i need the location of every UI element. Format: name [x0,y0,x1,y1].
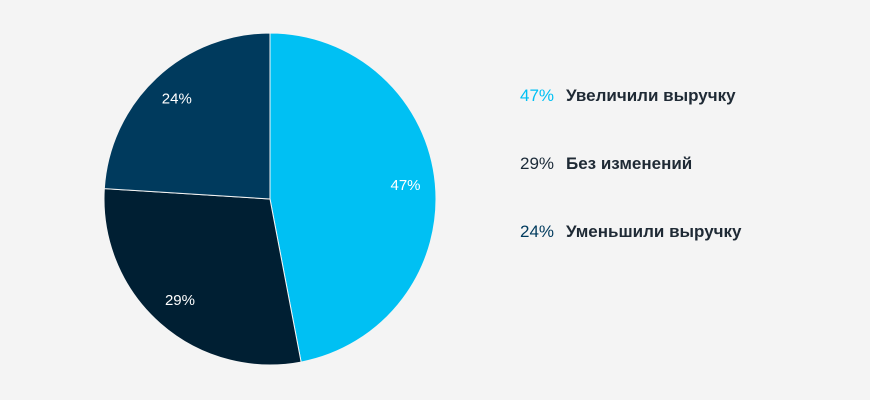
legend-pct-unchanged: 29% [520,154,555,173]
legend-label-decreased: Уменьшили выручку [566,222,742,241]
legend-item-unchanged: 29% Без изменений [520,154,860,222]
legend-item-increased: 47% Увеличили выручку [520,86,860,154]
pie-slice-decreased [103,32,271,200]
pie-slice-increased [269,32,437,363]
legend-label-increased: Увеличили выручку [566,86,736,105]
slice-label-decreased: 24% [162,91,192,108]
pie-slice-unchanged [103,188,302,366]
legend-label-unchanged: Без изменений [566,154,693,173]
slice-label-unchanged: 29% [165,292,195,309]
legend-pct-increased: 47% [520,86,555,105]
slice-label-increased: 47% [391,177,421,194]
legend: 47% Увеличили выручку 29% Без изменений … [520,86,860,290]
legend-item-decreased: 24% Уменьшили выручку [520,222,860,290]
legend-pct-decreased: 24% [520,222,555,241]
